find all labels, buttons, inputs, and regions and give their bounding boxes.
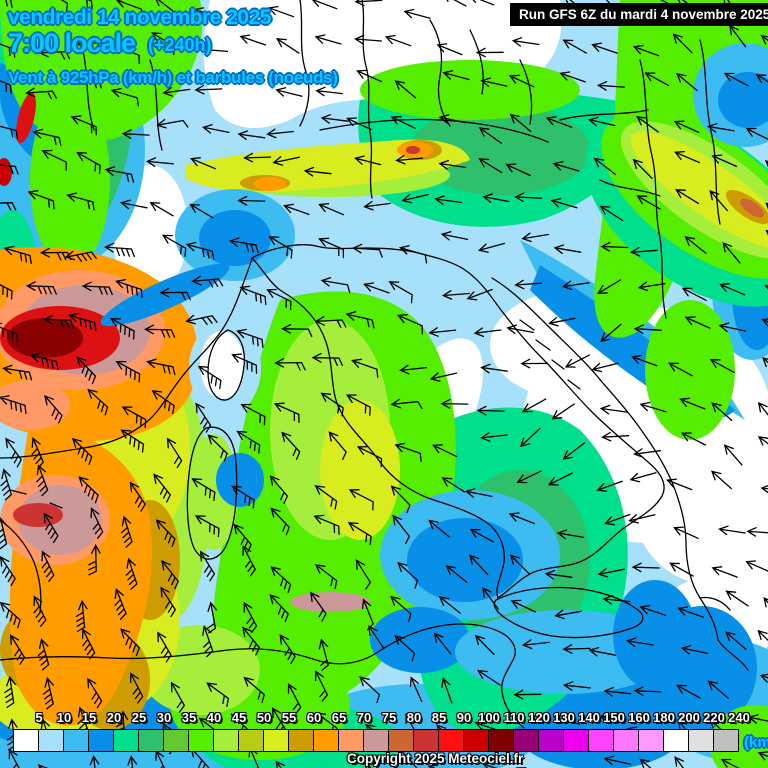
legend-swatch [14, 730, 39, 751]
legend-value: 130 [553, 710, 575, 725]
forecast-offset-label: (+240h) [148, 35, 212, 55]
legend-value-labels: 5 10 15 20 25 30 35 40 45 50 55 60 65 70 75 80 85 90 100 11… [13, 710, 753, 726]
legend-swatch [414, 730, 439, 751]
legend-value: 120 [528, 710, 550, 725]
copyright-label: Copyright 2025 Meteociel.fr [347, 751, 524, 766]
legend-swatch [314, 730, 339, 751]
legend-value: 140 [578, 710, 600, 725]
legend-swatch [439, 730, 464, 751]
legend-swatch [689, 730, 714, 751]
variable-label: Vent à 925hPa (km/h) et barbules (noeuds… [8, 68, 338, 87]
legend-value: 110 [503, 710, 525, 725]
legend-value: 85 [431, 710, 447, 725]
model-run-info: Run GFS 6Z du mardi 4 novembre 2025 [510, 3, 768, 26]
legend-value: 180 [653, 710, 675, 725]
forecast-date-label: vendredi 14 novembre 2025 [8, 6, 271, 29]
legend-value: 30 [156, 710, 172, 725]
legend-value: 45 [231, 710, 247, 725]
legend-swatch [139, 730, 164, 751]
forecast-time-label: 7:00 locale [8, 28, 136, 58]
legend-value: 100 [478, 710, 500, 725]
legend-value: 10 [56, 710, 72, 725]
legend-value: 220 [703, 710, 725, 725]
legend-value: 200 [678, 710, 700, 725]
legend-swatch [264, 730, 289, 751]
legend-swatch [714, 730, 738, 751]
legend-swatch [364, 730, 389, 751]
legend-swatch [564, 730, 589, 751]
legend-swatch [464, 730, 489, 751]
legend-value: 150 [603, 710, 625, 725]
map-sea-patches [100, 43, 768, 694]
legend-swatch [539, 730, 564, 751]
legend-swatch [89, 730, 114, 751]
legend-swatch [214, 730, 239, 751]
legend-swatch [64, 730, 89, 751]
legend-value: 75 [381, 710, 397, 725]
legend-swatch [514, 730, 539, 751]
legend-value: 65 [331, 710, 347, 725]
legend-value: 160 [628, 710, 650, 725]
map-coastlines [0, 0, 749, 729]
legend-swatch [489, 730, 514, 751]
legend-value: 55 [281, 710, 297, 725]
legend-swatch [639, 730, 664, 751]
wind-speed-legend [13, 729, 739, 752]
legend-swatch [389, 730, 414, 751]
legend-swatch [664, 730, 689, 751]
legend-swatch [289, 730, 314, 751]
legend-value: 240 [728, 710, 750, 725]
legend-value: 20 [106, 710, 122, 725]
legend-swatch [189, 730, 214, 751]
legend-value: 60 [306, 710, 322, 725]
legend-value: 5 [35, 710, 43, 725]
legend-value: 35 [181, 710, 197, 725]
legend-swatch [339, 730, 364, 751]
legend-swatch [589, 730, 614, 751]
legend-value: 25 [131, 710, 147, 725]
legend-value: 15 [81, 710, 97, 725]
legend-swatch [614, 730, 639, 751]
legend-value: 50 [256, 710, 272, 725]
legend-unit-label: (km/h) [744, 734, 768, 751]
legend-swatch [239, 730, 264, 751]
legend-value: 90 [456, 710, 472, 725]
legend-swatch [114, 730, 139, 751]
legend-swatch [39, 730, 64, 751]
legend-swatch [164, 730, 189, 751]
legend-value: 70 [356, 710, 372, 725]
legend-value: 40 [206, 710, 222, 725]
legend-value: 80 [406, 710, 422, 725]
